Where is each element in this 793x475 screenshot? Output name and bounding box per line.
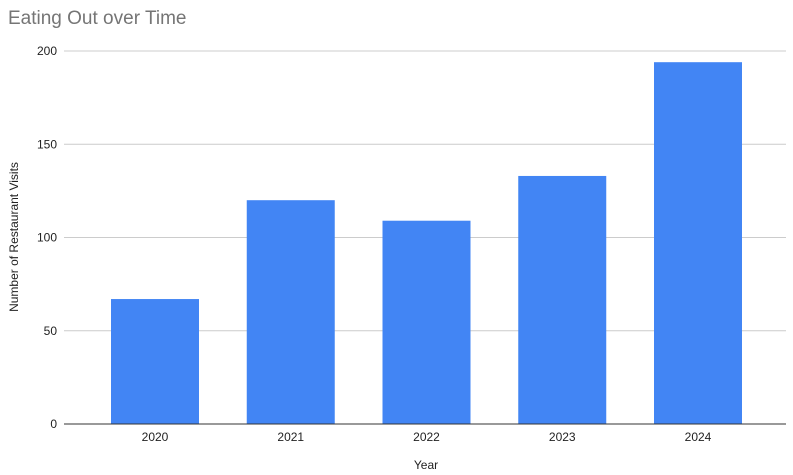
bar-2022 [382,220,471,424]
bar-2020 [111,299,199,424]
x-tick-label: 2024 [685,430,712,444]
bar-2021 [246,200,335,424]
x-axis-label: Year [414,458,438,472]
x-tick-label: 2020 [142,430,169,444]
x-tick-label: 2021 [277,430,304,444]
x-tick-label: 2022 [413,430,440,444]
chart-title: Eating Out over Time [8,8,186,29]
bar-2023 [518,175,607,424]
y-tick-label: 50 [44,324,58,338]
x-tick-label: 2023 [549,430,576,444]
y-tick-label: 0 [50,417,57,431]
y-tick-label: 100 [37,231,57,245]
y-tick-label: 200 [37,44,57,58]
y-axis-label: Number of Restaurant Visits [7,162,21,312]
bar-2024 [654,62,742,424]
y-tick-label: 150 [37,137,57,151]
